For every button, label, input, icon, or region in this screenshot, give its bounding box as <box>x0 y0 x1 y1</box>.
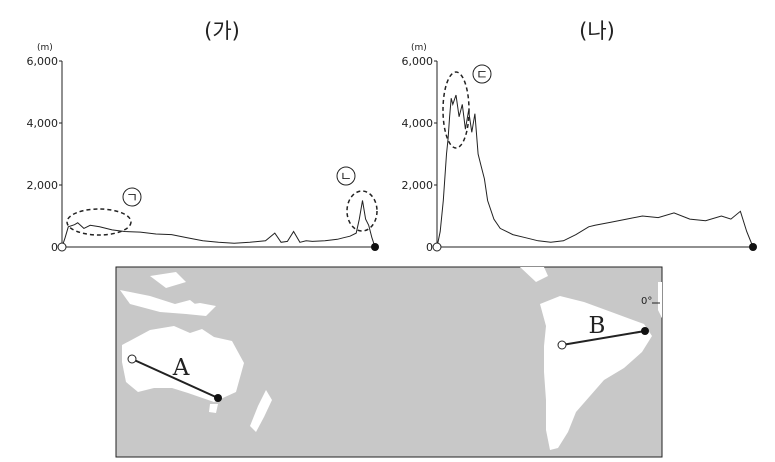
transect-b-label: B <box>589 313 606 339</box>
annotation-ellipse-digeut <box>443 72 469 148</box>
y-tick-label: 2,000 <box>27 179 59 192</box>
end-point-filled <box>371 243 379 251</box>
y-tick-label: 0 <box>426 241 433 254</box>
y-tick-label: 2,000 <box>402 179 434 192</box>
elevation-line <box>62 201 375 248</box>
annotation-mark: ㄴ <box>340 170 352 185</box>
transect-b-start-open <box>558 341 566 349</box>
y-ticks: 6,000 4,000 2,000 0 <box>402 55 438 254</box>
annotation-ellipse-nieun <box>347 191 377 231</box>
chart-title: (나) <box>579 19 615 43</box>
start-point-open <box>58 243 66 251</box>
y-axis-unit-label: (m) <box>411 43 427 53</box>
annotation-ellipse-giyeok <box>67 209 131 235</box>
annotation-mark: ㄱ <box>126 191 138 206</box>
y-tick-label: 6,000 <box>402 55 434 68</box>
end-point-filled <box>749 243 757 251</box>
annotation-mark: ㄷ <box>476 68 488 83</box>
y-axis-unit-label: (m) <box>37 43 53 53</box>
elevation-line <box>437 95 753 247</box>
y-tick-label: 0 <box>51 241 58 254</box>
start-point-open <box>433 243 441 251</box>
y-tick-label: 4,000 <box>27 117 59 130</box>
chart-title: (가) <box>204 19 240 43</box>
transect-a-start-open <box>128 355 136 363</box>
chart-ga: (가) (m) 6,000 4,000 2,000 0 ㄱ ㄴ <box>27 19 380 254</box>
y-tick-label: 4,000 <box>402 117 434 130</box>
y-ticks: 6,000 4,000 2,000 0 <box>27 55 63 254</box>
transect-a-label: A <box>172 355 190 381</box>
world-map: 0° A B <box>116 267 662 457</box>
chart-na: (나) (m) 6,000 4,000 2,000 0 ㄷ <box>402 19 758 254</box>
transect-b-end-filled <box>641 327 649 335</box>
equator-label: 0° <box>641 296 652 307</box>
y-tick-label: 6,000 <box>27 55 59 68</box>
transect-a-end-filled <box>214 394 222 402</box>
